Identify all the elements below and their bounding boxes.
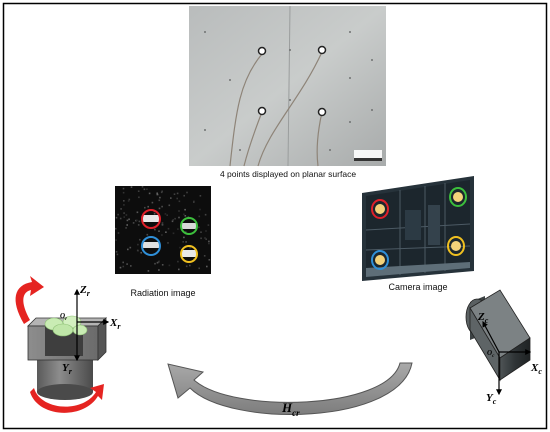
radiation-axes <box>74 288 110 362</box>
axis-z-camera: Zc <box>477 311 489 325</box>
green-marker <box>449 187 467 207</box>
yellow-marker <box>180 245 198 263</box>
planar-surface-photo <box>189 5 386 167</box>
planar-caption: 4 points displayed on planar surface <box>220 169 356 179</box>
blue-marker <box>141 236 161 256</box>
rotation-arrow-top <box>15 276 44 324</box>
camera-caption: Camera image <box>388 282 447 292</box>
axis-y-camera: Yc <box>486 392 497 406</box>
red-marker <box>371 199 389 219</box>
led-point <box>257 46 267 56</box>
camera-axes <box>482 320 532 396</box>
radiation-caption: Radiation image <box>130 288 195 298</box>
axis-y-radiation: Yr <box>62 362 73 376</box>
transform-arrow <box>167 362 413 415</box>
axis-z-radiation: Zr <box>79 284 91 298</box>
origin-camera: Oc <box>487 349 495 359</box>
green-marker <box>180 217 198 235</box>
radiation-detector <box>27 315 107 400</box>
led-point <box>317 107 327 117</box>
rotation-arrow-bottom <box>30 384 104 413</box>
axis-x-radiation: Xr <box>109 317 121 331</box>
red-marker <box>141 209 161 229</box>
blue-marker <box>371 250 389 270</box>
axis-x-camera: Xc <box>530 362 542 376</box>
yellow-marker <box>447 236 465 256</box>
radiation-image <box>115 186 211 274</box>
led-point <box>317 45 327 55</box>
camera-image <box>362 176 474 281</box>
camera-device <box>465 289 531 382</box>
transform-label: Hcr <box>281 400 300 418</box>
origin-radiation: Or <box>60 312 67 322</box>
led-point <box>257 106 267 116</box>
